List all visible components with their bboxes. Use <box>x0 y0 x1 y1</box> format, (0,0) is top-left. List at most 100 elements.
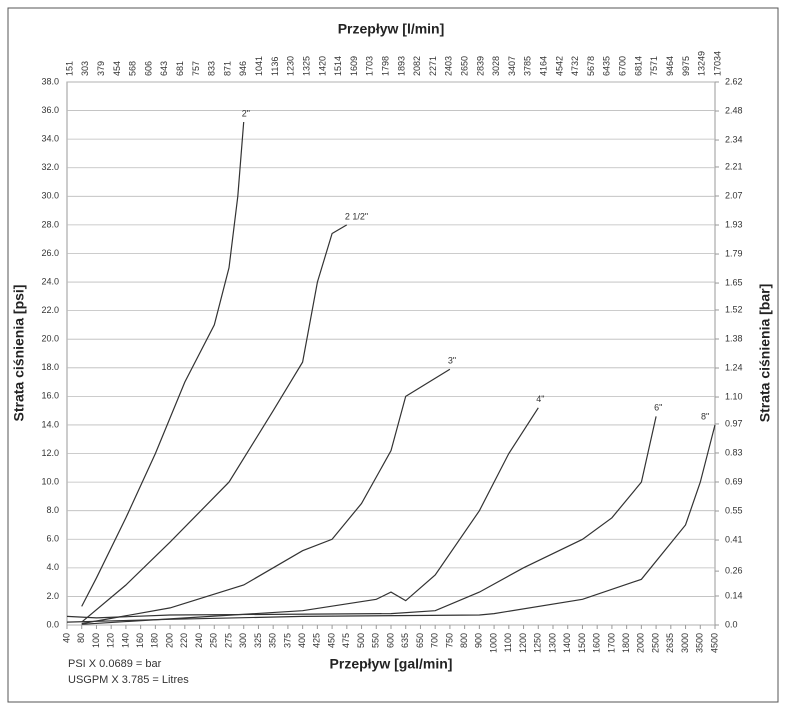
x2-tick-label: 1703 <box>365 56 375 76</box>
series-label: 6" <box>654 403 662 413</box>
y-tick-label: 18.0 <box>41 362 59 372</box>
y2-tick-label: 0.97 <box>725 418 743 428</box>
x-tick-label: 600 <box>385 633 395 648</box>
x-tick-label: 300 <box>238 633 248 648</box>
x-tick-label: 375 <box>282 633 292 648</box>
y-tick-label: 6.0 <box>46 534 59 544</box>
x-tick-label: 140 <box>120 633 130 648</box>
series-line <box>81 407 539 625</box>
x2-tick-label: 379 <box>96 61 106 76</box>
y2-tick-label: 1.24 <box>725 362 743 372</box>
y2-tick-label: 0.14 <box>725 590 743 600</box>
y-tick-label: 26.0 <box>41 248 59 258</box>
x2-tick-label: 6814 <box>633 56 643 76</box>
annotation: USGPM X 3.785 = Litres <box>68 674 189 686</box>
x2-tick-label: 17034 <box>712 51 722 76</box>
x2-tick-label: 9975 <box>681 56 691 76</box>
y2-tick-label: 1.93 <box>725 219 743 229</box>
x-tick-label: 40 <box>61 633 71 643</box>
y2-tick-label: 0.69 <box>725 476 743 486</box>
x-tick-label: 425 <box>312 633 322 648</box>
x2-tick-label: 757 <box>191 61 201 76</box>
series-label: 8" <box>701 411 709 421</box>
x-tick-label: 900 <box>474 633 484 648</box>
x-tick-label: 700 <box>430 633 440 648</box>
x-tick-label: 800 <box>459 633 469 648</box>
series-line <box>81 368 451 625</box>
y-tick-label: 30.0 <box>41 191 59 201</box>
y-tick-label: 10.0 <box>41 476 59 486</box>
x2-tick-label: 2082 <box>412 56 422 76</box>
x-tick-label: 650 <box>415 633 425 648</box>
x2-tick-label: 9464 <box>665 56 675 76</box>
y2-tick-label: 1.65 <box>725 277 743 287</box>
x-tick-label: 750 <box>444 633 454 648</box>
x-tick-label: 2000 <box>636 633 646 653</box>
series-line <box>66 416 657 619</box>
annotation: PSI X 0.0689 = bar <box>68 658 162 670</box>
x2-tick-label: 946 <box>238 61 248 76</box>
series-line <box>66 424 716 623</box>
y-tick-label: 32.0 <box>41 162 59 172</box>
series-label: 3" <box>448 356 456 366</box>
x-tick-label: 2500 <box>650 633 660 653</box>
y2-tick-label: 0.83 <box>725 447 743 457</box>
x-tick-label: 250 <box>209 633 219 648</box>
x-tick-label: 220 <box>179 633 189 648</box>
y2-tick-label: 2.62 <box>725 76 743 86</box>
x2-tick-label: 2403 <box>444 56 454 76</box>
x-tick-label: 350 <box>268 633 278 648</box>
x2-tick-label: 568 <box>128 61 138 76</box>
y2-tick-label: 0.0 <box>725 619 738 629</box>
x2-tick-label: 1514 <box>333 56 343 76</box>
y-tick-label: 0.0 <box>46 619 59 629</box>
x-tick-label: 500 <box>356 633 366 648</box>
x-tick-label: 100 <box>91 633 101 648</box>
x2-tick-label: 7571 <box>649 56 659 76</box>
x2-tick-label: 6700 <box>618 56 628 76</box>
x2-tick-label: 1798 <box>380 56 390 76</box>
y2-tick-label: 1.38 <box>725 333 743 343</box>
x2-tick-label: 4164 <box>539 56 549 76</box>
frame <box>7 7 779 703</box>
x-tick-label: 160 <box>135 633 145 648</box>
x-tick-label: 1300 <box>547 633 557 653</box>
plot-area <box>66 81 716 626</box>
x2-tick-label: 151 <box>64 61 74 76</box>
y2-axis-label: Strata ciśnienia [bar] <box>757 284 773 423</box>
x-tick-label: 1700 <box>606 633 616 653</box>
x2-tick-label: 4732 <box>570 56 580 76</box>
x-tick-label: 1600 <box>592 633 602 653</box>
x2-tick-label: 3407 <box>507 56 517 76</box>
x-tick-label: 2635 <box>665 633 675 653</box>
x2-tick-label: 1136 <box>270 57 280 76</box>
series-label: 4" <box>536 394 544 404</box>
x-tick-label: 1400 <box>562 633 572 653</box>
y2-tick-label: 2.21 <box>725 161 743 171</box>
x2-tick-label: 3785 <box>523 56 533 76</box>
x-tick-label: 3000 <box>680 633 690 653</box>
y2-tick-label: 2.48 <box>725 105 743 115</box>
x2-tick-label: 2271 <box>428 56 438 76</box>
x-tick-label: 325 <box>253 633 263 648</box>
x2-tick-label: 1230 <box>286 56 296 76</box>
y2-tick-label: 2.07 <box>725 190 743 200</box>
x-tick-label: 275 <box>223 633 233 648</box>
x-tick-label: 450 <box>326 633 336 648</box>
y-tick-label: 14.0 <box>41 419 59 429</box>
y-tick-label: 12.0 <box>41 448 59 458</box>
x-axis-label: Przepływ [gal/min] <box>330 656 453 672</box>
y2-tick-label: 2.34 <box>725 134 743 144</box>
x2-tick-label: 303 <box>80 61 90 76</box>
y-tick-label: 38.0 <box>41 76 59 86</box>
x-tick-label: 400 <box>297 633 307 648</box>
series-line <box>81 121 245 607</box>
x2-tick-label: 2650 <box>459 56 469 76</box>
x2-tick-label: 2839 <box>475 56 485 76</box>
x-tick-label: 1200 <box>518 633 528 653</box>
y2-tick-label: 1.79 <box>725 248 743 258</box>
series-label: 2 1/2" <box>345 211 368 221</box>
chart-title: Przepływ [l/min] <box>338 21 445 37</box>
x2-tick-label: 1420 <box>317 56 327 76</box>
